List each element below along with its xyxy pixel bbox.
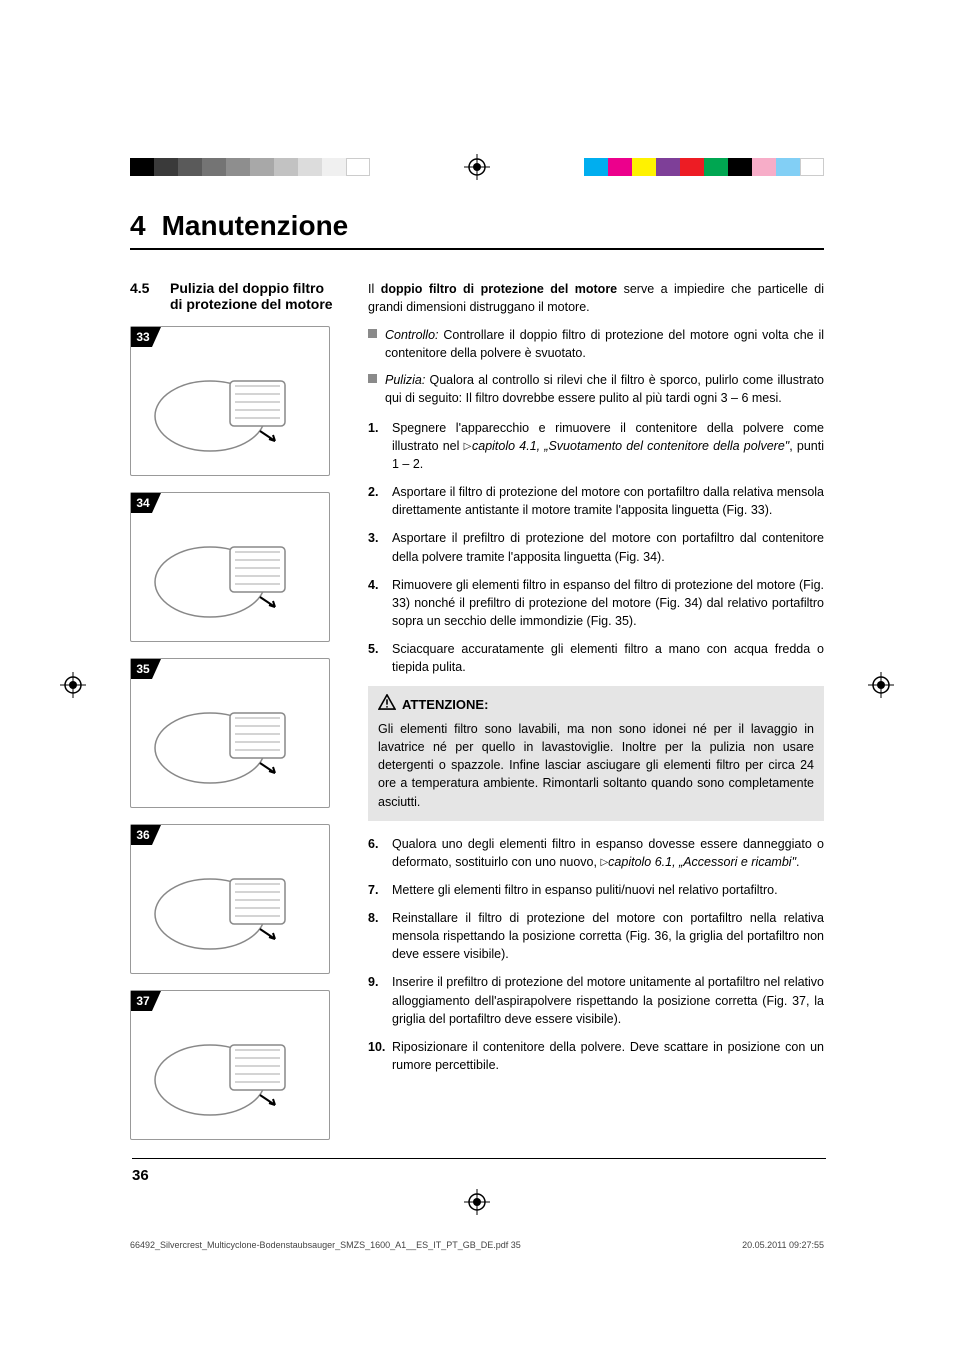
left-column: 4.5 Pulizia del doppio filtro di protezi… — [130, 280, 340, 1156]
step-item: 8.Reinstallare il filtro di protezione d… — [368, 909, 824, 963]
ordered-list-a: 1.Spegnere l'apparecchio e rimuovere il … — [368, 419, 824, 677]
step-text: Qualora uno degli elementi filtro in esp… — [392, 835, 824, 871]
swatch — [776, 158, 800, 176]
page-content: 4 Manutenzione 4.5 Pulizia del doppio fi… — [130, 210, 824, 1190]
swatch — [656, 158, 680, 176]
swatch — [202, 158, 226, 176]
step-text: Sciacquare accuratamente gli elementi fi… — [392, 640, 824, 676]
figure-36: 36 — [130, 824, 330, 974]
step-number: 10. — [368, 1038, 386, 1074]
step-item: 2.Asportare il filtro di protezione del … — [368, 483, 824, 519]
step-item: 10. Riposizionare il contenitore della po… — [368, 1038, 824, 1074]
swatch — [632, 158, 656, 176]
step-item: 5.Sciacquare accuratamente gli elementi … — [368, 640, 824, 676]
swatch — [226, 158, 250, 176]
swatch — [130, 158, 154, 176]
figure-illustration — [139, 833, 321, 965]
swatch — [346, 158, 370, 176]
registration-mark-icon — [464, 1189, 490, 1215]
swatch — [250, 158, 274, 176]
section-title: Pulizia del doppio filtro di protezione … — [170, 280, 340, 312]
figure-33: 33 — [130, 326, 330, 476]
bullet-item: Pulizia: Qualora al controllo si rilevi … — [368, 371, 824, 407]
step-text: Inserire il prefiltro di protezione del … — [392, 973, 824, 1027]
warning-label: ATTENZIONE: — [402, 696, 488, 715]
swatch — [274, 158, 298, 176]
step-number: 6. — [368, 835, 386, 871]
page-number: 36 — [132, 1158, 826, 1184]
step-number: 1. — [368, 419, 386, 473]
registration-mark-icon — [868, 672, 894, 698]
swatch — [704, 158, 728, 176]
warning-text: Gli elementi filtro sono lavabili, ma no… — [378, 720, 814, 811]
swatch — [728, 158, 752, 176]
chapter-title: Manutenzione — [162, 210, 349, 242]
footer-metadata: 66492_Silvercrest_Multicyclone-Bodenstau… — [130, 1240, 824, 1250]
intro-bold: doppio filtro di protezione del motore — [381, 282, 617, 296]
figure-illustration — [139, 335, 321, 467]
figure-illustration — [139, 667, 321, 799]
swatch — [752, 158, 776, 176]
step-number: 5. — [368, 640, 386, 676]
step-text: Asportare il prefiltro di protezione del… — [392, 529, 824, 565]
registration-mark-icon — [464, 154, 490, 180]
step-number: 9. — [368, 973, 386, 1027]
step-item: 9.Inserire il prefiltro di protezione de… — [368, 973, 824, 1027]
swatch — [800, 158, 824, 176]
section-number: 4.5 — [130, 280, 160, 312]
bullet-square-icon — [368, 374, 377, 383]
step-item: 7. Mettere gli elementi filtro in espanso… — [368, 881, 824, 899]
printer-colorbar-cmyk — [584, 158, 824, 176]
bullet-square-icon — [368, 329, 377, 338]
chapter-number: 4 — [130, 210, 146, 242]
step-text: Asportare il filtro di protezione del mo… — [392, 483, 824, 519]
step-item: 4.Rimuovere gli elementi filtro in espan… — [368, 576, 824, 630]
footer-timestamp: 20.05.2011 09:27:55 — [742, 1240, 824, 1250]
step-number: 3. — [368, 529, 386, 565]
registration-mark-icon — [60, 672, 86, 698]
right-column: Il doppio filtro di protezione del motor… — [368, 280, 824, 1156]
warning-box: ATTENZIONE: Gli elementi filtro sono lav… — [368, 686, 824, 820]
step-number: 8. — [368, 909, 386, 963]
step-text: Spegnere l'apparecchio e rimuovere il co… — [392, 419, 824, 473]
figure-35: 35 — [130, 658, 330, 808]
swatch — [178, 158, 202, 176]
bullet-list: Controllo: Controllare il doppio filtro … — [368, 326, 824, 407]
chapter-heading: 4 Manutenzione — [130, 210, 824, 250]
printer-colorbar-grayscale — [130, 158, 370, 176]
swatch — [608, 158, 632, 176]
footer-filename: 66492_Silvercrest_Multicyclone-Bodenstau… — [130, 1240, 521, 1250]
step-text: Reinstallare il filtro di protezione del… — [392, 909, 824, 963]
step-item: 6.Qualora uno degli elementi filtro in e… — [368, 835, 824, 871]
figure-34: 34 — [130, 492, 330, 642]
figure-illustration — [139, 501, 321, 633]
swatch — [298, 158, 322, 176]
swatch — [154, 158, 178, 176]
step-item: 3.Asportare il prefiltro di protezione d… — [368, 529, 824, 565]
step-item: 1.Spegnere l'apparecchio e rimuovere il … — [368, 419, 824, 473]
swatch — [680, 158, 704, 176]
step-text: Mettere gli elementi filtro in espanso p… — [392, 881, 778, 899]
section-heading: 4.5 Pulizia del doppio filtro di protezi… — [130, 280, 340, 312]
swatch — [584, 158, 608, 176]
bullet-item: Controllo: Controllare il doppio filtro … — [368, 326, 824, 362]
step-text: Riposizionare il contenitore della polve… — [392, 1038, 824, 1074]
swatch — [322, 158, 346, 176]
figure-illustration — [139, 999, 321, 1131]
ordered-list-b: 6.Qualora uno degli elementi filtro in e… — [368, 835, 824, 1074]
step-number: 4. — [368, 576, 386, 630]
intro-paragraph: Il doppio filtro di protezione del motor… — [368, 280, 824, 316]
warning-triangle-icon — [378, 694, 396, 716]
intro-prefix: Il — [368, 282, 381, 296]
figure-37: 37 — [130, 990, 330, 1140]
step-number: 2. — [368, 483, 386, 519]
step-number: 7. — [368, 881, 386, 899]
step-text: Rimuovere gli elementi filtro in espanso… — [392, 576, 824, 630]
